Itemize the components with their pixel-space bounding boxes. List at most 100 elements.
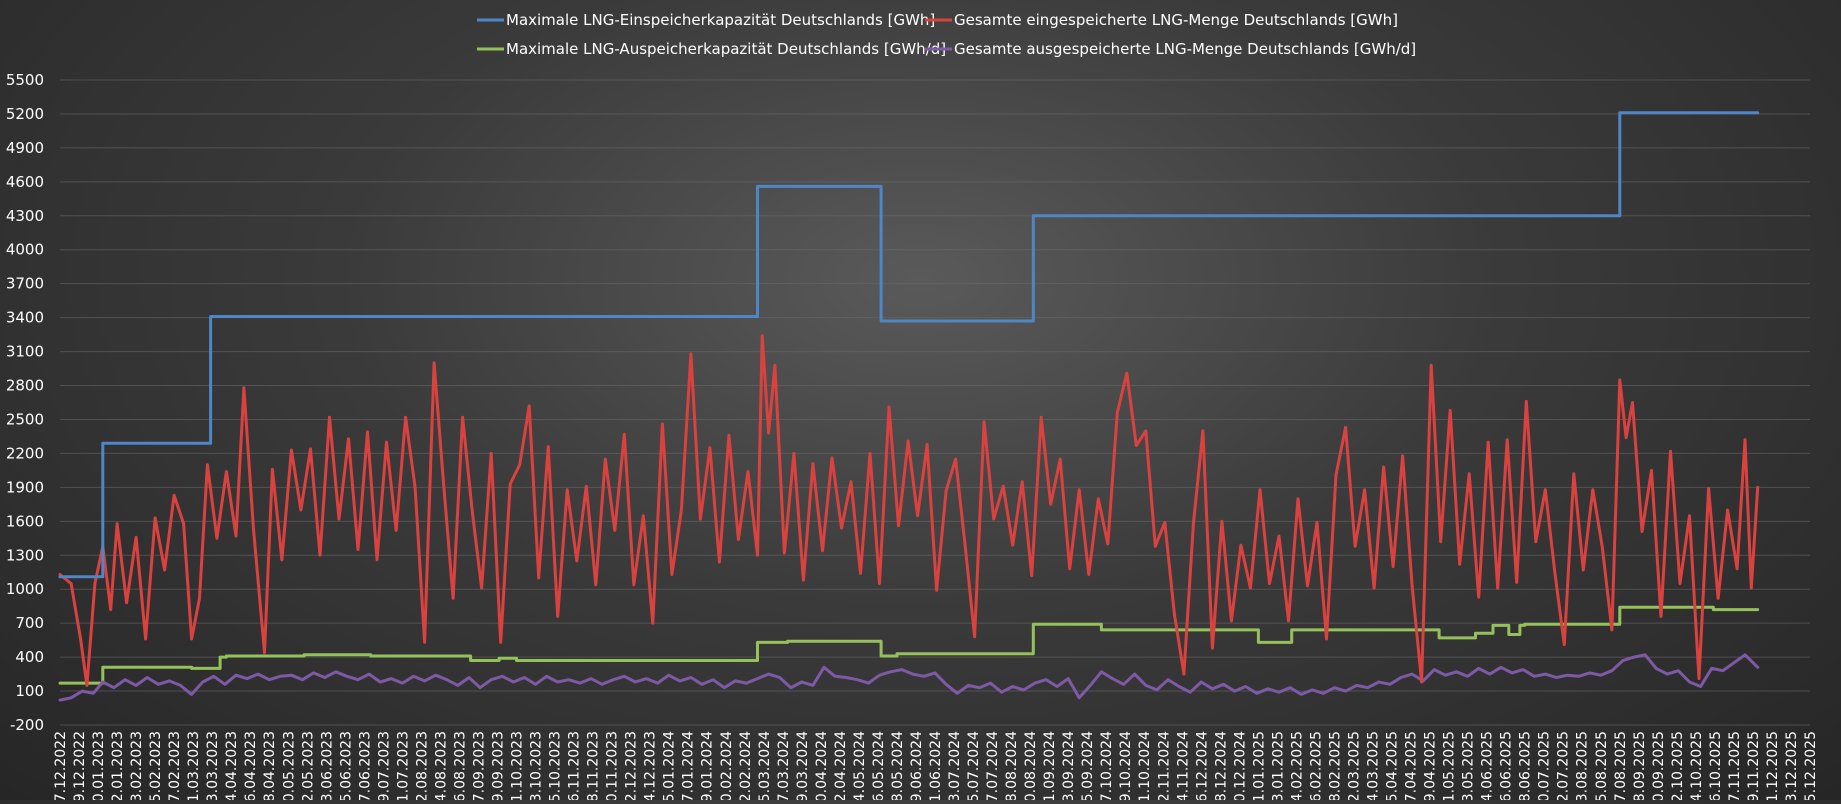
x-tick-label: 28.04.2023 xyxy=(262,731,278,800)
x-tick-label: 18.11.2023 xyxy=(586,731,602,800)
y-tick-label: 2800 xyxy=(6,377,44,395)
x-tick-label: 02.08.2023 xyxy=(414,731,430,800)
x-tick-label: 06.12.2024 xyxy=(1194,731,1210,800)
x-tick-label: 28.02.2025 xyxy=(1327,731,1343,800)
x-tick-label: 17.01.2024 xyxy=(681,731,697,800)
x-tick-label: 05.01.2024 xyxy=(662,731,678,800)
x-tick-label: 29.12.2022 xyxy=(72,731,88,800)
x-tick-label: 25.10.2023 xyxy=(548,731,564,800)
x-tick-label: 15.02.2023 xyxy=(148,731,164,800)
x-tick-label: 27.02.2023 xyxy=(167,731,183,800)
x-tick-label: 13.09.2024 xyxy=(1061,731,1077,800)
x-tick-label: 27.08.2025 xyxy=(1613,731,1629,800)
series-line-2 xyxy=(58,334,1760,687)
x-tick-label: 17.04.2025 xyxy=(1404,731,1420,800)
x-tick-label: 01.10.2023 xyxy=(510,731,526,800)
legend-label: Maximale LNG-Auspeicherkapazität Deutsch… xyxy=(506,40,946,58)
x-tick-label: 03.07.2024 xyxy=(947,731,963,800)
x-tick-label: 04.04.2023 xyxy=(224,731,240,800)
x-tick-label: 31.10.2024 xyxy=(1137,731,1153,800)
x-tick-label: 19.10.2024 xyxy=(1118,731,1134,800)
x-tick-label: 10.04.2024 xyxy=(814,731,830,800)
y-tick-label: 3100 xyxy=(6,343,44,361)
series-line-4 xyxy=(58,653,1760,702)
x-tick-label: 16.02.2025 xyxy=(1308,731,1324,800)
x-tick-label: 12.12.2023 xyxy=(624,731,640,800)
y-tick-label: 4900 xyxy=(6,139,44,157)
y-tick-label: 5500 xyxy=(6,71,44,89)
y-tick-label: 4000 xyxy=(6,241,44,259)
x-tick-label: 25.09.2024 xyxy=(1080,731,1096,800)
x-tick-label: 03.08.2025 xyxy=(1575,731,1591,800)
x-tick-label: 07.10.2024 xyxy=(1099,731,1115,800)
x-tick-label: 17.03.2024 xyxy=(776,731,792,800)
x-tick-label: 16.04.2023 xyxy=(243,731,259,800)
x-tick-label: 10.05.2023 xyxy=(281,731,297,800)
x-tick-label: 21.06.2024 xyxy=(928,731,944,800)
x-tick-label: 28.06.2025 xyxy=(1518,731,1534,800)
series-line-3 xyxy=(58,605,1760,685)
x-tick-label: 22.07.2025 xyxy=(1556,731,1572,800)
x-tick-label: 14.10.2025 xyxy=(1689,731,1705,800)
x-tick-label: 29.01.2024 xyxy=(700,731,716,800)
x-tick-label: 23.01.2025 xyxy=(1270,731,1286,800)
y-tick-label: 1300 xyxy=(6,546,44,564)
x-tick-label: 03.06.2023 xyxy=(319,731,335,800)
x-tick-label: 28.05.2024 xyxy=(890,731,906,800)
x-tick-label: 18.12.2024 xyxy=(1213,731,1229,800)
y-tick-label: 4600 xyxy=(6,173,44,191)
x-tick-label: 04.02.2025 xyxy=(1289,731,1305,800)
x-tick-label: 02.10.2025 xyxy=(1670,731,1686,800)
x-tick-label: 13.12.2025 xyxy=(1784,731,1800,800)
legend-label: Gesamte ausgespeicherte LNG-Menge Deutsc… xyxy=(954,40,1416,58)
legend-item-1: Maximale LNG-Einspeicherkapazität Deutsc… xyxy=(477,11,935,29)
x-tick-label: 15.08.2025 xyxy=(1594,731,1610,800)
x-tick-label: 29.04.2025 xyxy=(1423,731,1439,800)
y-tick-label: -200 xyxy=(10,716,44,734)
series-line-1 xyxy=(58,111,1760,579)
x-tick-label: 13.10.2023 xyxy=(529,731,545,800)
legend-item-2: Gesamte eingespeicherte LNG-Menge Deutsc… xyxy=(925,11,1398,29)
x-tick-label: 05.03.2024 xyxy=(757,731,773,800)
x-tick-label: 11.01.2025 xyxy=(1251,731,1267,800)
y-tick-label: 5200 xyxy=(6,105,44,123)
x-tick-label: 26.08.2023 xyxy=(452,731,468,800)
y-tick-label: 100 xyxy=(15,682,44,700)
y-tick-label: 4300 xyxy=(6,207,44,225)
legend-item-4: Gesamte ausgespeicherte LNG-Menge Deutsc… xyxy=(925,40,1416,58)
x-axis-ticks: 17.12.2022 29.12.2022 10.01.2023 22.01.2023… xyxy=(53,731,1819,804)
x-tick-label: 17.12.2022 xyxy=(53,731,69,800)
legend-label: Gesamte eingespeicherte LNG-Menge Deutsc… xyxy=(954,11,1398,29)
y-tick-label: 400 xyxy=(15,648,44,666)
grid-layer xyxy=(60,79,1810,726)
x-tick-label: 25.12.2025 xyxy=(1803,731,1819,800)
x-tick-label: 27.07.2024 xyxy=(985,731,1001,800)
x-tick-label: 11.05.2025 xyxy=(1442,731,1458,800)
x-tick-label: 01.09.2024 xyxy=(1042,731,1058,800)
x-tick-label: 24.12.2023 xyxy=(643,731,659,800)
y-tick-label: 2200 xyxy=(6,444,44,462)
x-tick-label: 04.06.2025 xyxy=(1480,731,1496,800)
x-tick-label: 20.09.2025 xyxy=(1651,731,1667,800)
x-tick-label: 16.06.2025 xyxy=(1499,731,1515,800)
x-tick-label: 16.05.2024 xyxy=(871,731,887,800)
x-tick-label: 24.11.2024 xyxy=(1175,731,1191,800)
x-tick-label: 21.07.2023 xyxy=(395,731,411,800)
x-tick-label: 10.07.2025 xyxy=(1537,731,1553,800)
x-tick-label: 05.04.2025 xyxy=(1385,731,1401,800)
x-tick-label: 30.11.2023 xyxy=(605,731,621,800)
x-tick-label: 20.08.2024 xyxy=(1023,731,1039,800)
x-tick-label: 22.05.2023 xyxy=(300,731,316,800)
x-tick-label: 23.03.2023 xyxy=(205,731,221,800)
x-tick-label: 26.10.2025 xyxy=(1708,731,1724,800)
x-tick-label: 19.09.2023 xyxy=(491,731,507,800)
x-tick-label: 29.03.2024 xyxy=(795,731,811,800)
x-tick-label: 23.05.2025 xyxy=(1461,731,1477,800)
x-tick-label: 22.01.2023 xyxy=(110,731,126,800)
y-tick-label: 3400 xyxy=(6,309,44,327)
y-tick-label: 700 xyxy=(15,614,44,632)
y-axis-ticks: 5500 5200 4900 4600 4300 4000 3700 3400 3100 2800… xyxy=(6,71,44,734)
x-tick-label: 08.09.2025 xyxy=(1632,731,1648,800)
